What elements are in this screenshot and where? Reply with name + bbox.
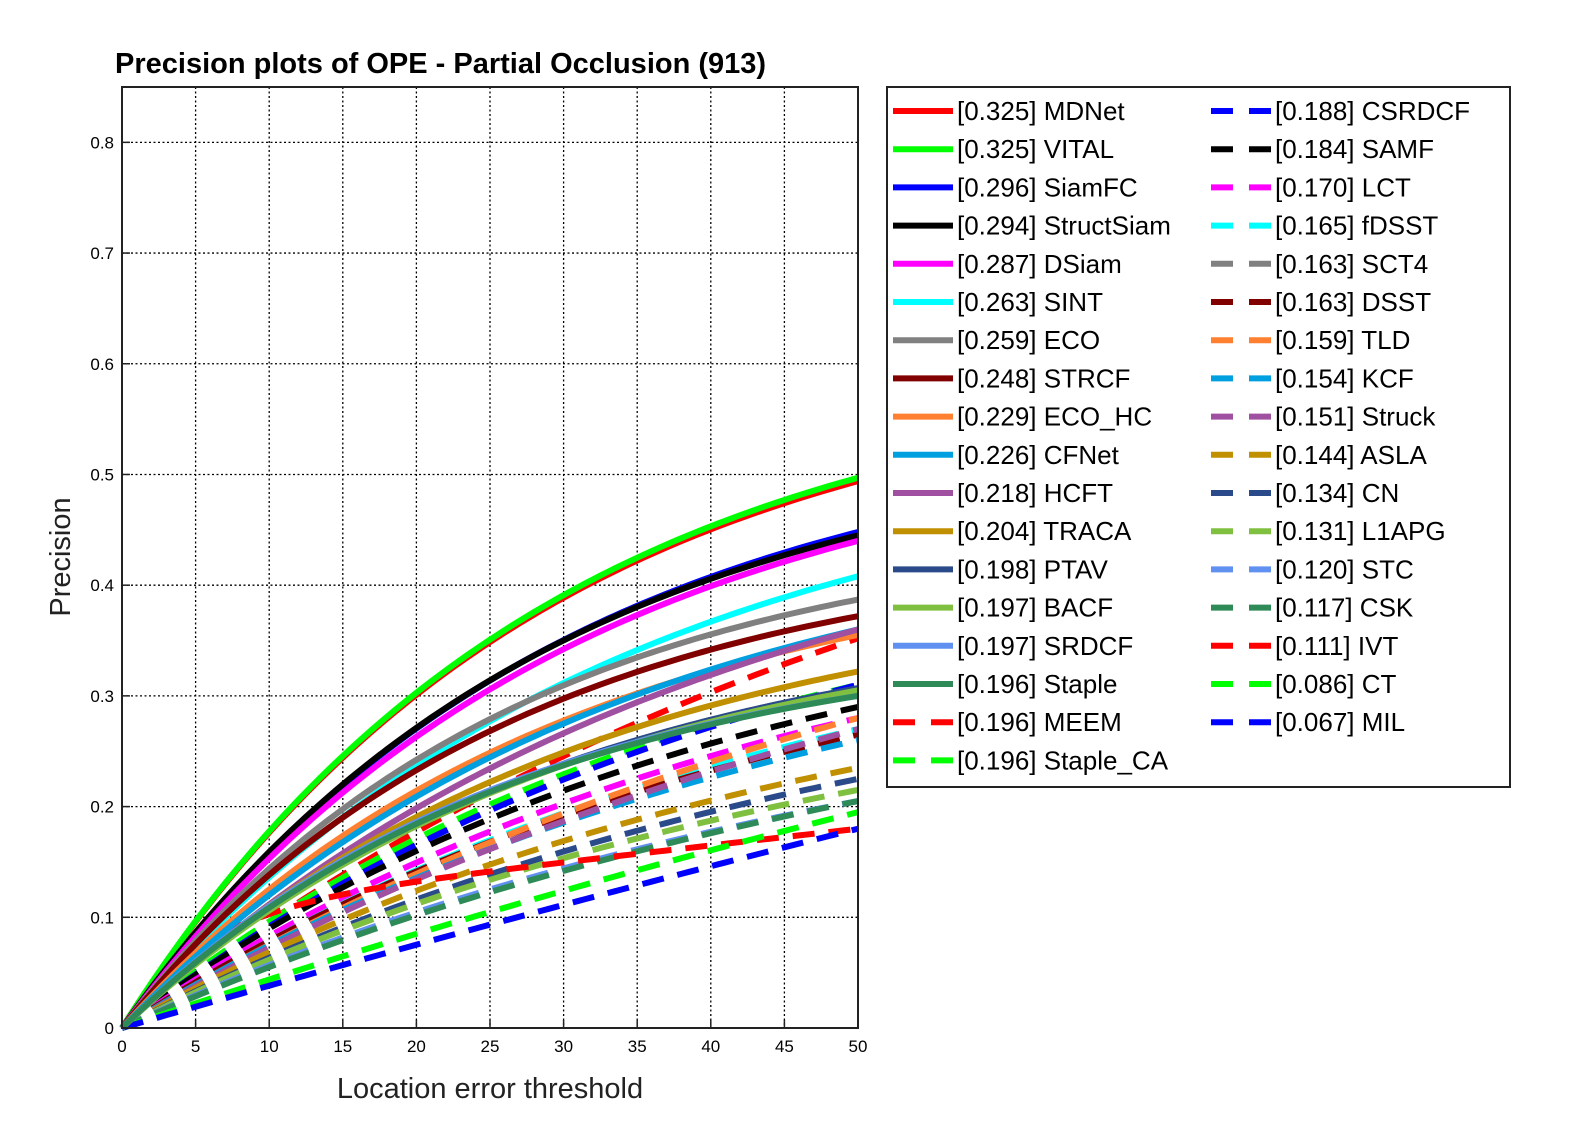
legend-entry: [0.086] CT <box>1275 669 1397 699</box>
chart-title: Precision plots of OPE - Partial Occlusi… <box>115 48 766 80</box>
legend-entry: [0.151] Struck <box>1275 402 1436 432</box>
series-line <box>120 764 859 1031</box>
x-tick-label: 0 <box>117 1037 126 1056</box>
y-tick-label: 0.6 <box>90 355 114 374</box>
legend-entry: [0.154] KCF <box>1275 363 1414 393</box>
x-tick-label: 45 <box>775 1037 794 1056</box>
legend-entry: [0.263] SINT <box>957 287 1103 317</box>
legend-entry: [0.296] SiamFC <box>957 172 1138 202</box>
x-tick-label: 35 <box>628 1037 647 1056</box>
series-line <box>119 596 859 1030</box>
series-line <box>120 787 859 1031</box>
legend-entry: [0.325] VITAL <box>957 134 1114 164</box>
y-tick-label: 0.1 <box>90 908 114 927</box>
x-axis-label: Location error threshold <box>337 1073 643 1105</box>
x-tick-label: 50 <box>849 1037 868 1056</box>
legend-entry: [0.196] Staple <box>957 669 1117 699</box>
series-line <box>120 715 859 1031</box>
y-tick-label: 0.8 <box>90 133 114 152</box>
y-tick-label: 0.5 <box>90 465 114 484</box>
legend-entry: [0.204] TRACA <box>957 516 1132 546</box>
y-tick-label: 0.3 <box>90 687 114 706</box>
legend-entry: [0.165] fDSST <box>1275 211 1438 241</box>
series-line <box>119 532 859 1030</box>
legend-entry: [0.134] CN <box>1275 478 1399 508</box>
legend-entry: [0.196] MEEM <box>957 707 1122 737</box>
y-ticks: 0 0.1 0.2 0.3 0.4 0.5 0.6 0.7 0.8 <box>90 133 130 1038</box>
legend-entry: [0.067] MIL <box>1275 707 1405 737</box>
y-tick-label: 0.4 <box>90 576 114 595</box>
y-tick-label: 0.7 <box>90 244 114 263</box>
x-tick-label: 40 <box>701 1037 720 1056</box>
x-tick-label: 10 <box>260 1037 279 1056</box>
legend-entry: [0.111] IVT <box>1275 631 1398 661</box>
legend-entry: [0.294] StructSiam <box>957 211 1171 241</box>
legend-entry: [0.163] DSST <box>1275 287 1431 317</box>
legend-entry: [0.259] ECO <box>957 325 1100 355</box>
y-axis-label: Precision <box>45 497 77 616</box>
series-line <box>119 537 859 1030</box>
series-line <box>119 626 859 1031</box>
legend-entry: [0.184] SAMF <box>1275 134 1434 164</box>
series-line <box>119 474 859 1030</box>
x-tick-label: 15 <box>333 1037 352 1056</box>
legend-entry: [0.226] CFNet <box>957 440 1120 470</box>
legend-entry: [0.159] TLD <box>1275 325 1410 355</box>
legend-entry: [0.287] DSiam <box>957 249 1122 279</box>
legend-entry: [0.248] STRCF <box>957 363 1130 393</box>
legend-entry: [0.131] L1APG <box>1275 516 1446 546</box>
legend-entry: [0.188] CSRDCF <box>1275 96 1470 126</box>
y-tick-label: 0 <box>105 1019 114 1038</box>
legend-box <box>886 86 1511 788</box>
x-tick-label: 25 <box>481 1037 500 1056</box>
legend-entry: [0.196] Staple_CA <box>957 745 1169 775</box>
series-line <box>119 613 859 1030</box>
x-tick-label: 20 <box>407 1037 426 1056</box>
legend-entry: [0.229] ECO_HC <box>957 402 1152 432</box>
y-tick-label: 0.2 <box>90 798 114 817</box>
legend-entry: [0.325] MDNet <box>957 96 1125 126</box>
series-line <box>120 726 859 1031</box>
legend-entry: [0.163] SCT4 <box>1275 249 1428 279</box>
series-line <box>120 715 859 1031</box>
legend-entry: [0.170] LCT <box>1275 172 1411 202</box>
legend-entry: [0.197] SRDCF <box>957 631 1133 661</box>
legend-entry: [0.120] STC <box>1275 554 1414 584</box>
series-line <box>119 692 859 1031</box>
legend-entry: [0.144] ASLA <box>1275 440 1427 470</box>
x-ticks: 0 5 10 15 20 25 30 35 40 45 50 <box>117 1020 867 1056</box>
series-line <box>121 809 859 1031</box>
legend: [0.325] MDNet [0.325] VITAL [0.296] SiamFC… <box>886 86 1511 788</box>
legend-entry: [0.218] HCFT <box>957 478 1113 508</box>
legend-entry: [0.117] CSK <box>1275 593 1414 623</box>
series-line <box>120 704 859 1031</box>
series-lines <box>119 474 859 1031</box>
legend-entry: [0.197] BACF <box>957 593 1113 623</box>
series-line <box>121 825 859 1031</box>
x-tick-label: 5 <box>191 1037 200 1056</box>
x-tick-label: 30 <box>554 1037 573 1056</box>
legend-entry: [0.198] PTAV <box>957 554 1108 584</box>
